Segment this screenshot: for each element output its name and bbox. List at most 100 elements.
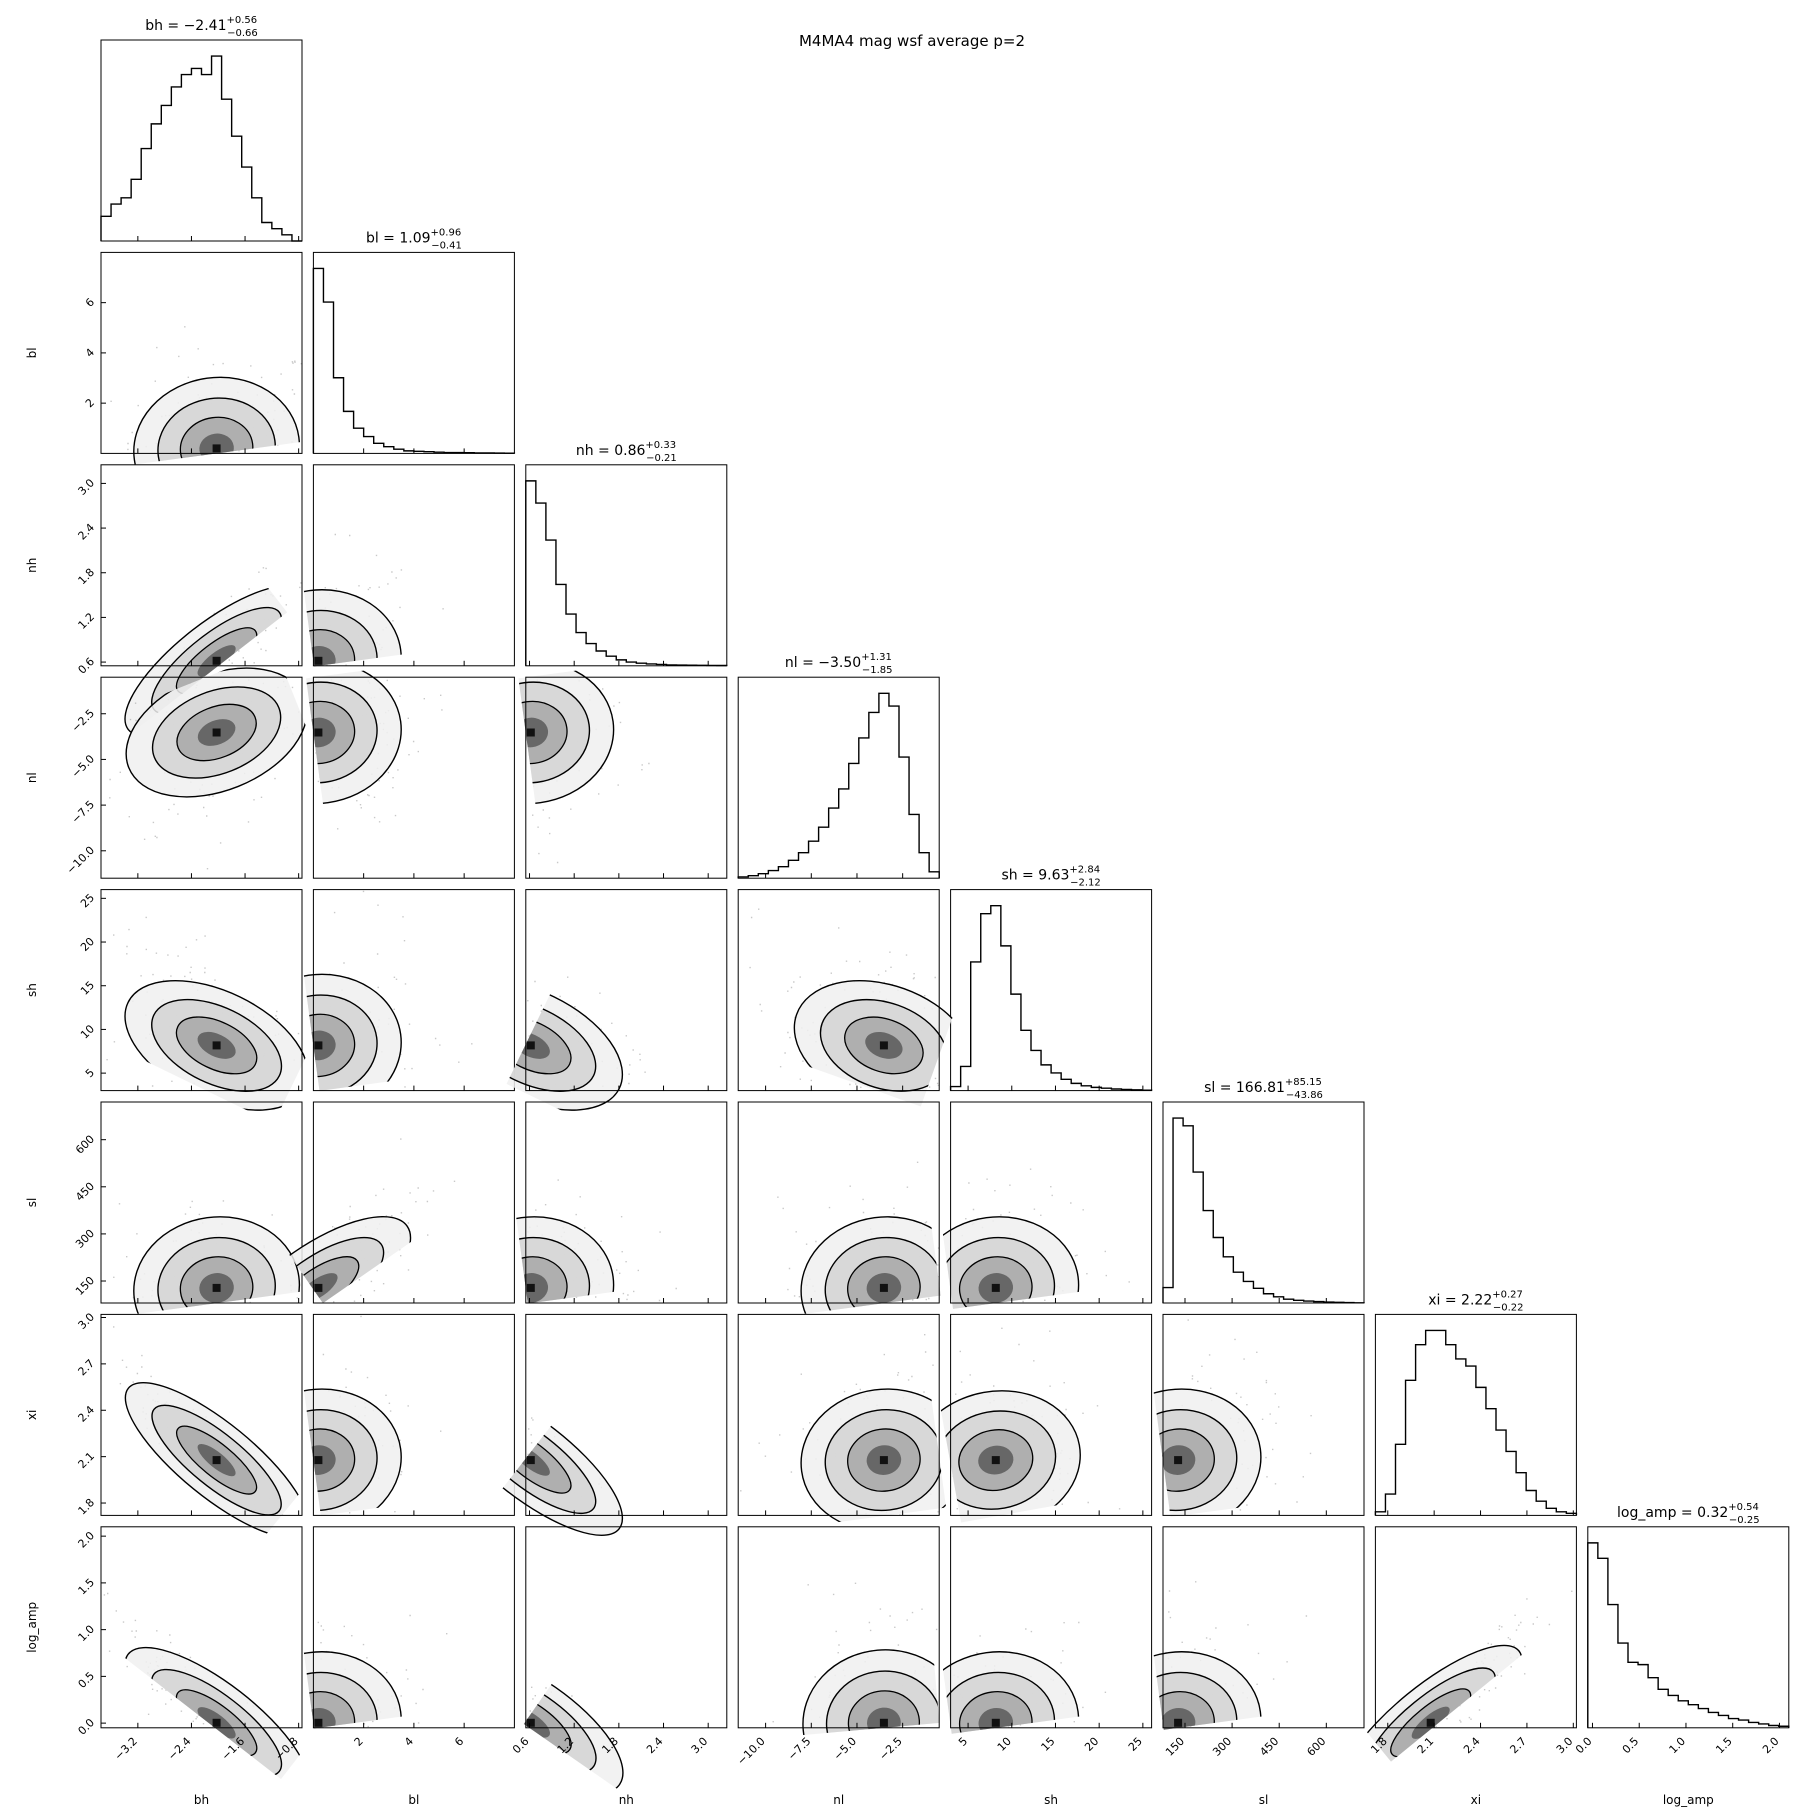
y-tick-label: 0.6 <box>76 655 98 677</box>
x-axis-label-xi: xi <box>1471 1793 1481 1807</box>
y-tick-label: 0.0 <box>76 1716 98 1738</box>
x-tick-label: 1.0 <box>1667 1735 1689 1757</box>
panel-title-log_amp: log_amp = 0.32+0.54 −0.25 <box>1617 1502 1760 1526</box>
x-tick-label: 6 <box>452 1735 466 1749</box>
y-tick-label: 4 <box>83 346 97 360</box>
x-tick-label: 150 <box>1163 1735 1187 1759</box>
panel-frame <box>525 1313 728 1516</box>
x-tick-label: 600 <box>1304 1735 1328 1759</box>
x-tick-label: 3.0 <box>1554 1735 1576 1757</box>
density-peak <box>314 728 323 737</box>
panel-bh-xi <box>100 1313 309 1539</box>
density-peak <box>879 1041 888 1050</box>
y-tick-label: 3.0 <box>76 1310 98 1332</box>
panel-bh-sh <box>100 889 309 1111</box>
panel-nl-sh <box>737 889 975 1107</box>
y-axis-label-nh: nh <box>25 558 39 573</box>
panel-bh-bl <box>100 251 303 469</box>
panel-frame <box>1162 1526 1365 1729</box>
panel-nh-nl <box>518 660 728 879</box>
density-peak <box>526 1456 535 1465</box>
density-peak <box>1426 1718 1435 1727</box>
panel-bh-nl <box>100 667 308 879</box>
x-tick-label: 2.4 <box>1461 1735 1483 1757</box>
panel-xi-log_amp <box>1338 1526 1577 1762</box>
x-tick-label: 2.4 <box>644 1735 666 1757</box>
panel-bh-sl <box>100 1101 303 1319</box>
x-tick-label: 20 <box>1082 1735 1101 1754</box>
y-tick-label: 600 <box>73 1133 97 1157</box>
density-peak <box>879 1283 888 1292</box>
panel-title-sh: sh = 9.63+2.84 −2.12 <box>1001 865 1100 889</box>
figure-title: M4MA4 mag wsf average p=2 <box>799 32 1025 50</box>
y-axis-label-log_amp: log_amp <box>25 1602 39 1653</box>
y-tick-label: 1.2 <box>76 610 98 632</box>
density-peak <box>879 1456 888 1465</box>
panel-nh-sh <box>506 889 728 1111</box>
panel-frame <box>950 889 1153 1092</box>
y-tick-label: 25 <box>78 891 97 910</box>
x-axis-label-bl: bl <box>408 1793 419 1807</box>
panel-frame <box>737 1313 940 1516</box>
y-tick-label: 6 <box>83 296 97 310</box>
histogram-xi <box>1374 1329 1578 1516</box>
panel-frame <box>737 1101 940 1304</box>
y-tick-label: 5 <box>83 1066 97 1080</box>
x-tick-label: 5 <box>956 1735 970 1749</box>
panel-title-nh: nh = 0.86+0.33 −0.21 <box>576 440 677 464</box>
x-tick-label: 0.5 <box>1620 1735 1642 1757</box>
density-peak <box>212 1283 221 1292</box>
y-tick-label: 300 <box>73 1227 97 1251</box>
panel-sh-xi <box>925 1313 1153 1523</box>
panel-frame <box>1374 1313 1577 1516</box>
density-peak <box>314 1718 323 1727</box>
density-peak <box>526 1041 535 1050</box>
y-tick-label: 150 <box>73 1274 97 1298</box>
y-tick-label: 2.4 <box>76 521 98 543</box>
y-tick-label: 1.8 <box>76 566 98 588</box>
panel-frame <box>1587 1526 1790 1729</box>
panel-frame <box>950 1313 1153 1516</box>
density-peak <box>212 656 221 665</box>
panel-frame <box>950 1526 1153 1729</box>
density-peak <box>991 1456 1000 1465</box>
panel-nl-sl <box>737 1101 941 1323</box>
x-axis-label-log_amp: log_amp <box>1663 1793 1714 1807</box>
x-tick-label: 450 <box>1257 1735 1281 1759</box>
y-axis-label-bl: bl <box>25 347 39 358</box>
panel-frame <box>100 889 303 1092</box>
x-tick-label: 2.7 <box>1507 1735 1529 1757</box>
histogram-bh <box>100 55 302 242</box>
y-tick-label: 2.1 <box>76 1450 98 1472</box>
panel-sh-sl <box>926 1101 1153 1309</box>
panel-frame <box>737 676 940 879</box>
x-axis-label-nl: nl <box>833 1793 844 1807</box>
histogram-sl <box>1162 1117 1365 1304</box>
panel-frame <box>525 1101 728 1304</box>
panel-frame <box>1162 1101 1365 1304</box>
panel-frame <box>525 464 728 667</box>
panel-sl-log_amp <box>1136 1526 1365 1730</box>
y-tick-label: −10.0 <box>64 844 97 877</box>
x-tick-label: 2 <box>352 1735 366 1749</box>
panel-frame <box>100 1526 303 1729</box>
density-peak <box>212 728 221 737</box>
y-tick-label: 1.8 <box>76 1496 98 1518</box>
panel-bh-log_amp <box>100 1526 309 1780</box>
histogram-sh <box>949 904 1153 1091</box>
y-tick-label: −2.5 <box>69 707 97 735</box>
panel-frame <box>737 889 940 1092</box>
density-peak <box>212 1456 221 1465</box>
panel-bl-sl <box>225 1101 515 1304</box>
panel-frame <box>100 676 303 879</box>
panel-frame <box>1162 1313 1365 1516</box>
panel-nl-log_amp <box>737 1526 940 1741</box>
density-peak <box>526 1283 535 1292</box>
panel-title-bl: bl = 1.09+0.96 −0.41 <box>366 227 462 251</box>
y-axis-label-nl: nl <box>25 772 39 783</box>
panel-nl-xi <box>737 1313 947 1532</box>
panel-frame <box>312 251 515 454</box>
histogram-bl <box>312 267 516 454</box>
panel-frame <box>100 1101 303 1304</box>
